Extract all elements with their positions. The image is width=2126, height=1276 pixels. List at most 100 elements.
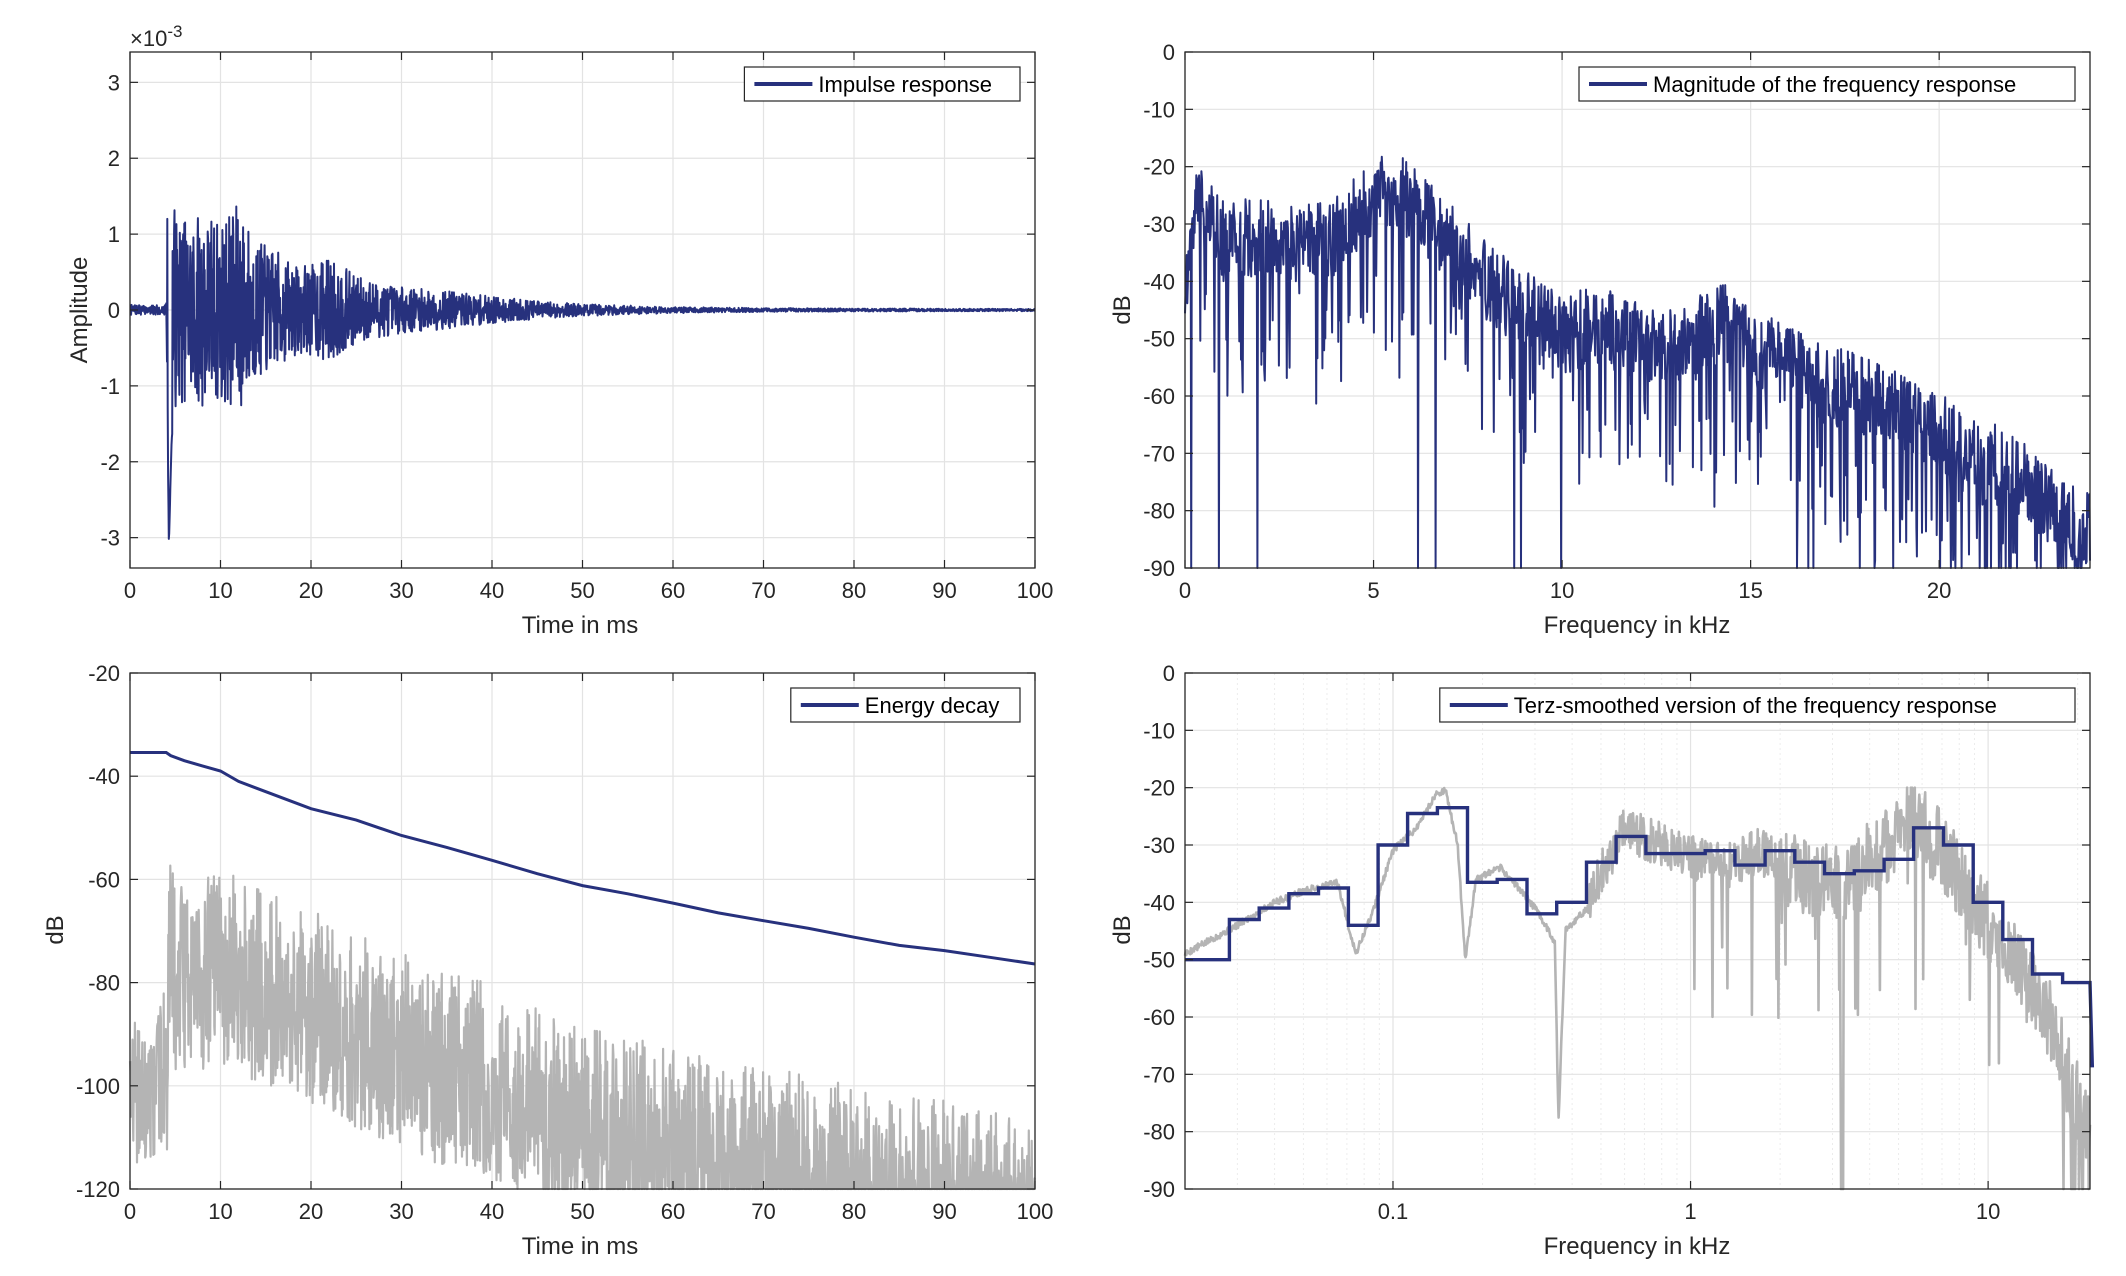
impulse-y-tick-label: -3 [100,526,120,551]
impulse-x-tick-label: 80 [842,578,866,603]
impulse-x-tick-label: 50 [570,578,594,603]
magnitude-y-tick-label: 0 [1163,40,1175,65]
terz-y-tick-label: -50 [1143,948,1175,973]
impulse-series-line [129,205,1036,540]
terz-axes-frame [1184,672,2091,1190]
magnitude-y-tick-label: -60 [1143,384,1175,409]
magnitude-ticks: 0 5 10 15 20 0 -10 -20 -30 -40 -50 -60 -70 -80 -90 [1143,40,2090,603]
magnitude-axes-frame [1184,51,2091,569]
terz-y-tick-label: -40 [1143,890,1175,915]
magnitude-legend: Magnitude of the frequency response [1578,66,2076,102]
impulse-x-tick-label: 40 [480,578,504,603]
impulse-y-tick-label: 1 [108,222,120,247]
impulse-x-tick-label: 0 [124,578,136,603]
magnitude-x-tick-label: 20 [1927,578,1951,603]
magnitude-y-tick-label: -80 [1143,499,1175,524]
energy-plot-area: 0 10 20 30 40 50 60 70 80 90 100 -20 -40 -60 -80 -100 -1… [76,661,1053,1224]
magnitude-x-tick-label: 5 [1367,578,1379,603]
impulse-x-tick-label: 70 [751,578,775,603]
impulse-xlabel: Time in ms [522,612,638,639]
terz-ylabel: dB [1109,915,1136,944]
energy-x-tick-label: 100 [1017,1199,1054,1224]
magnitude-y-tick-label: -90 [1143,556,1175,581]
terz-y-tick-label: 0 [1163,661,1175,686]
terz-x-tick-label: 1 [1684,1199,1696,1224]
impulse-y-tick-label: 2 [108,146,120,171]
impulse-ticks: 0 10 20 30 40 50 60 70 80 90 100 -3 -2 -1 0 1 2 3 [100,52,1053,603]
terz-grey-series-line [1183,786,2092,1191]
impulse-exponent-label: ×10-3 [130,22,182,51]
impulse-legend-label: Impulse response [818,72,992,97]
energy-y-tick-label: -60 [88,867,120,892]
energy-x-tick-label: 0 [124,1199,136,1224]
magnitude-x-tick-label: 10 [1550,578,1574,603]
energy-xlabel: Time in ms [522,1233,638,1260]
energy-x-tick-label: 10 [208,1199,232,1224]
impulse-exponent-base: ×10 [130,26,167,51]
energy-x-tick-label: 50 [570,1199,594,1224]
magnitude-y-tick-label: -40 [1143,269,1175,294]
terz-plot-area: 0.1 1 10 0 -10 -20 -30 -40 -50 -60 -70 -80 -90 Terz-s… [1143,661,2095,1224]
magnitude-y-tick-label: -30 [1143,212,1175,237]
terz-y-tick-label: -80 [1143,1120,1175,1145]
magnitude-y-tick-label: -20 [1143,155,1175,180]
energy-x-tick-label: 90 [932,1199,956,1224]
impulse-ylabel: Amplitude [66,257,93,364]
energy-x-tick-label: 20 [299,1199,323,1224]
impulse-y-tick-label: 3 [108,70,120,95]
terz-y-tick-label: -90 [1143,1177,1175,1202]
energy-ticks: 0 10 20 30 40 50 60 70 80 90 100 -20 -40 -60 -80 -100 -1… [76,661,1053,1224]
energy-y-tick-label: -80 [88,971,120,996]
impulse-y-tick-label: -2 [100,450,120,475]
terz-y-tick-label: -70 [1143,1062,1175,1087]
terz-xlabel: Frequency in kHz [1544,1233,1731,1260]
magnitude-plot-area: 0 5 10 15 20 0 -10 -20 -30 -40 -50 -60 -70 -80 -90 Magn… [1143,40,2091,603]
magnitude-x-tick-label: 0 [1179,578,1191,603]
terz-smoothed-panel: 0.1 1 10 0 -10 -20 -30 -40 -50 -60 -70 -80 -90 Terz-s… [1109,661,2095,1260]
terz-y-tick-label: -60 [1143,1005,1175,1030]
impulse-x-tick-label: 90 [932,578,956,603]
energy-ylabel: dB [42,915,69,944]
impulse-plot-area: 0 10 20 30 40 50 60 70 80 90 100 -3 -2 -1 0 1 2 3 Impulse … [100,51,1053,603]
impulse-x-tick-label: 20 [299,578,323,603]
magnitude-y-tick-label: -10 [1143,97,1175,122]
impulse-y-tick-label: -1 [100,374,120,399]
energy-x-tick-label: 30 [389,1199,413,1224]
magnitude-ylabel: dB [1109,295,1136,324]
terz-smoothed-series-line [1185,806,2095,1068]
energy-x-tick-label: 80 [842,1199,866,1224]
energy-legend: Energy decay [790,687,1021,723]
energy-x-tick-label: 70 [751,1199,775,1224]
energy-decay-panel: 0 10 20 30 40 50 60 70 80 90 100 -20 -40 -60 -80 -100 -1… [42,661,1053,1260]
terz-ticks: 0.1 1 10 0 -10 -20 -30 -40 -50 -60 -70 -80 -90 [1143,661,2090,1224]
magnitude-legend-box [1578,66,2076,102]
impulse-response-panel: 0 10 20 30 40 50 60 70 80 90 100 -3 -2 -1 0 1 2 3 Impulse … [66,22,1053,639]
energy-y-tick-label: -40 [88,764,120,789]
magnitude-response-panel: 0 5 10 15 20 0 -10 -20 -30 -40 -50 -60 -70 -80 -90 Magn… [1109,40,2091,639]
impulse-legend: Impulse response [743,66,1021,102]
energy-x-tick-label: 60 [661,1199,685,1224]
magnitude-xlabel: Frequency in kHz [1544,612,1731,639]
energy-x-tick-label: 40 [480,1199,504,1224]
terz-y-tick-label: -20 [1143,776,1175,801]
energy-y-tick-label: -20 [88,661,120,686]
impulse-x-tick-label: 60 [661,578,685,603]
terz-y-tick-label: -10 [1143,718,1175,743]
energy-y-tick-label: -100 [76,1074,120,1099]
terz-legend-label: Terz-smoothed version of the frequency r… [1514,693,1997,718]
terz-legend-box [1439,687,2076,723]
energy-y-tick-label: -120 [76,1177,120,1202]
impulse-y-tick-label: 0 [108,298,120,323]
magnitude-legend-label: Magnitude of the frequency response [1653,72,2016,97]
magnitude-x-tick-label: 15 [1738,578,1762,603]
terz-x-tick-label: 10 [1976,1199,2000,1224]
energy-legend-label: Energy decay [865,693,1000,718]
magnitude-y-tick-label: -50 [1143,327,1175,352]
energy-decay-series-line [130,751,1036,966]
impulse-exponent-power: -3 [167,22,182,41]
impulse-x-tick-label: 100 [1017,578,1054,603]
impulse-x-tick-label: 10 [208,578,232,603]
magnitude-series-line [1184,155,2091,569]
terz-y-tick-label: -30 [1143,833,1175,858]
